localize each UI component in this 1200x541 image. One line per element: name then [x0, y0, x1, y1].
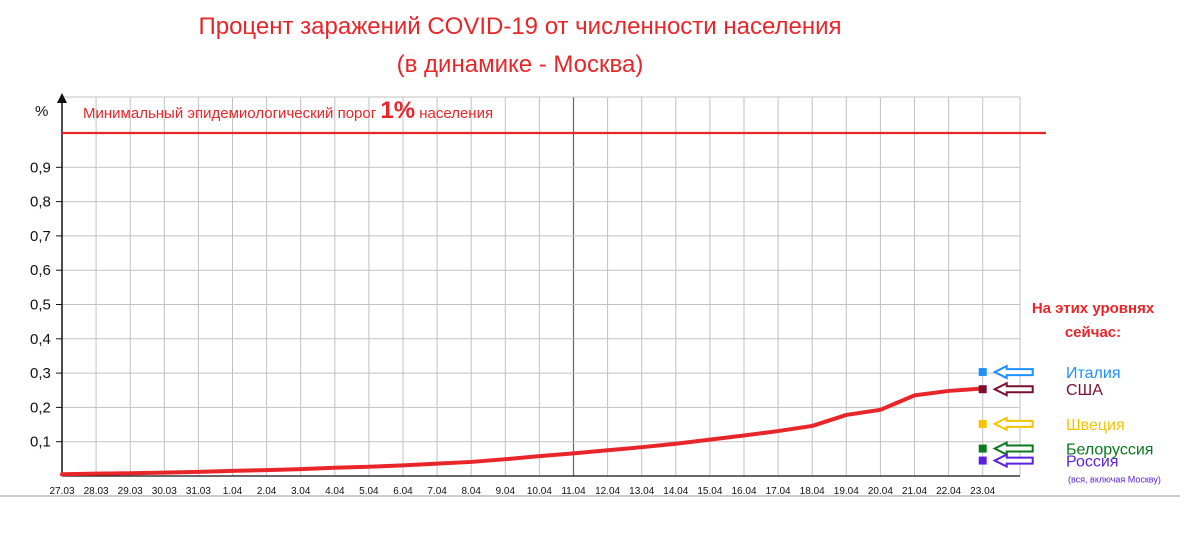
series-point [265, 468, 269, 472]
level-country-label: Италия [1066, 365, 1120, 382]
series-point [162, 471, 166, 475]
y-tick-label: 0,9 [30, 159, 51, 176]
series-point [606, 448, 610, 452]
series-point [776, 429, 780, 433]
levels-heading: На этих уровнях [1032, 300, 1155, 317]
x-tick-label: 11.04 [561, 486, 586, 497]
x-tick-label: 16.04 [731, 486, 756, 497]
y-axis-label: % [35, 103, 48, 120]
arrow-left-icon [992, 381, 1034, 397]
y-tick-label: 0,3 [30, 365, 51, 382]
series-point [537, 454, 541, 458]
series-point [401, 463, 405, 467]
arrow-left-icon [992, 440, 1034, 457]
series-point [674, 442, 678, 446]
series-point [503, 457, 507, 461]
x-tick-label: 31.03 [186, 486, 211, 497]
series-point [367, 465, 371, 469]
x-tick-label: 29.03 [118, 486, 143, 497]
y-tick-label: 0,1 [30, 434, 51, 451]
arrow-left-icon [992, 452, 1034, 469]
threshold-label-unit: населения [415, 105, 493, 122]
level-country-label: Россия [1066, 454, 1118, 471]
level-marker [978, 368, 987, 377]
y-axis-arrow-icon [57, 93, 67, 103]
series-point [196, 470, 200, 474]
level-marker [978, 456, 987, 465]
x-tick-label: 17.04 [766, 486, 791, 497]
x-tick-label: 1.04 [223, 486, 243, 497]
x-tick-label: 20.04 [868, 486, 893, 497]
level-marker [978, 419, 987, 428]
series-point [299, 467, 303, 471]
level-marker [978, 444, 987, 453]
x-tick-label: 22.04 [936, 486, 961, 497]
y-tick-label: 0,2 [30, 399, 51, 416]
x-tick-label: 8.04 [461, 486, 481, 497]
series-point [94, 472, 98, 476]
y-tick-label: 0,8 [30, 194, 51, 211]
series-point [231, 469, 234, 473]
chart-title: Процент заражений COVID-19 от численност… [198, 13, 842, 40]
level-country-label: США [1066, 382, 1103, 399]
level-marker [978, 385, 987, 394]
series-point [60, 472, 64, 476]
x-tick-label: 6.04 [393, 486, 413, 497]
x-tick-label: 27.03 [49, 486, 74, 497]
x-tick-label: 2.04 [257, 486, 277, 497]
level-country-label: Белоруссия [1066, 442, 1153, 459]
x-tick-label: 12.04 [595, 486, 620, 497]
series-point [810, 424, 814, 428]
series-point [844, 413, 848, 417]
series-point [572, 451, 575, 455]
x-tick-label: 15.04 [697, 486, 722, 497]
x-tick-label: 28.03 [84, 486, 109, 497]
y-tick-label: 0,6 [30, 262, 51, 279]
levels-heading-2: сейчас: [1065, 324, 1121, 341]
series-point [640, 445, 644, 449]
x-tick-label: 13.04 [629, 486, 654, 497]
x-tick-label: 7.04 [427, 486, 447, 497]
x-tick-label: 30.03 [152, 486, 177, 497]
x-tick-label: 23.04 [970, 486, 995, 497]
x-tick-label: 9.04 [496, 486, 516, 497]
series-point [878, 408, 882, 412]
x-tick-label: 3.04 [291, 486, 311, 497]
x-tick-label: 18.04 [800, 486, 825, 497]
arrow-left-icon [992, 416, 1034, 432]
chart-subtitle: (в динамике - Москва) [396, 51, 644, 78]
series-point [913, 393, 916, 397]
threshold-label-text: Минимальный эпидемиологический порог [83, 105, 380, 122]
series-point [469, 460, 473, 464]
x-tick-label: 4.04 [325, 486, 345, 497]
level-country-label: Швеция [1066, 417, 1125, 434]
series-point [128, 471, 132, 475]
series-point [435, 462, 439, 466]
threshold-label-value: 1% [380, 97, 415, 124]
series-point [708, 438, 712, 442]
x-tick-label: 5.04 [359, 486, 379, 497]
x-tick-label: 21.04 [902, 486, 927, 497]
level-country-note: (вся, включая Москву) [1068, 475, 1161, 485]
arrow-left-icon [992, 364, 1034, 380]
x-tick-label: 19.04 [834, 486, 859, 497]
y-tick-label: 0,4 [30, 331, 51, 348]
y-tick-label: 0,5 [30, 297, 51, 314]
series-point [742, 434, 746, 438]
x-tick-label: 10.04 [527, 486, 552, 497]
series-point [333, 466, 337, 470]
threshold-label: Минимальный эпидемиологический порог 1% … [83, 97, 493, 124]
series-line [60, 386, 985, 477]
series-point [947, 389, 951, 393]
x-tick-label: 14.04 [663, 486, 688, 497]
y-tick-label: 0,7 [30, 228, 51, 245]
